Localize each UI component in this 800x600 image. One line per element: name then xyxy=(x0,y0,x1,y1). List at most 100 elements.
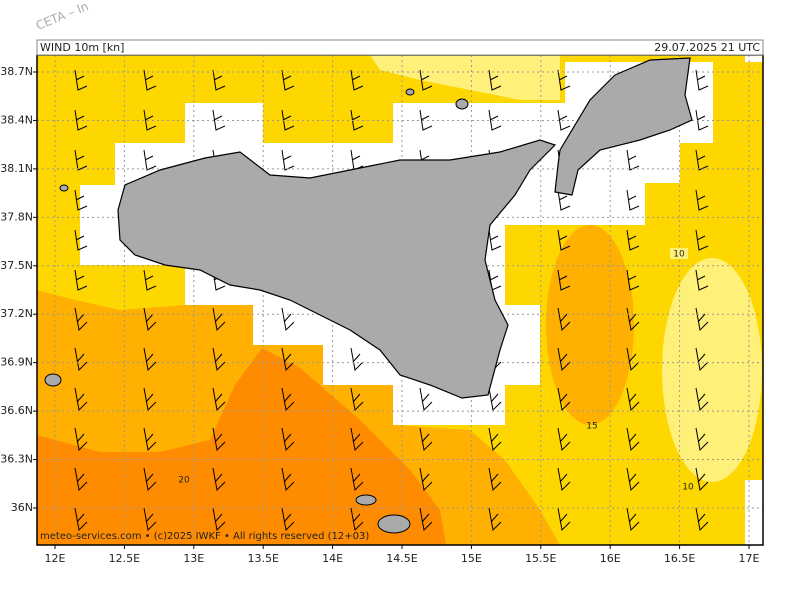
x-tick-label: 12.5E xyxy=(109,552,140,565)
y-tick-label: 38.1N xyxy=(0,162,33,175)
wind-barb xyxy=(557,307,571,332)
wind-barb xyxy=(488,229,502,251)
wind-barb xyxy=(695,69,709,91)
wind-barb xyxy=(143,347,157,372)
wind-barb xyxy=(143,149,157,171)
wind-barb xyxy=(626,229,640,251)
contour-label: 20 xyxy=(178,476,190,486)
wind-barb xyxy=(557,467,571,492)
wind-barb xyxy=(419,427,433,452)
x-tick-label: 16E xyxy=(600,552,621,565)
wind-barb xyxy=(557,387,571,412)
wind-barb xyxy=(74,467,88,492)
wind-barb xyxy=(557,229,571,251)
wind-barb xyxy=(74,189,88,211)
wind-barb xyxy=(557,69,571,91)
wind-barb xyxy=(143,109,157,131)
wind-barb xyxy=(281,387,295,412)
wind-barb xyxy=(143,507,157,532)
x-tick-label: 15.5E xyxy=(525,552,556,565)
x-tick-label: 15E xyxy=(461,552,482,565)
sicily xyxy=(117,139,557,399)
y-tick-label: 36.6N xyxy=(0,404,33,417)
wind-barb xyxy=(626,387,640,412)
wind-barb xyxy=(143,307,157,332)
wind-barb xyxy=(419,387,433,412)
x-tick-label: 16.5E xyxy=(664,552,695,565)
wind-barb xyxy=(350,69,364,91)
y-tick-label: 36N xyxy=(11,501,33,514)
contour-label-bg xyxy=(670,248,688,259)
wind-barb xyxy=(74,307,88,332)
wind-barb xyxy=(350,467,364,492)
wind-barb xyxy=(74,427,88,452)
wind-barb xyxy=(281,109,295,131)
wind-barb xyxy=(281,467,295,492)
wind-barb xyxy=(74,507,88,532)
wind-barb xyxy=(557,427,571,452)
wind-barb xyxy=(626,467,640,492)
wind-barb xyxy=(695,507,709,532)
wind-barb xyxy=(626,507,640,532)
island xyxy=(59,184,69,192)
wind-barb xyxy=(626,427,640,452)
wind-barb xyxy=(350,507,364,532)
wind-barb xyxy=(695,307,709,332)
wind-barb xyxy=(557,189,571,211)
x-tick-label: 14.5E xyxy=(386,552,417,565)
wind-barb xyxy=(488,387,502,412)
wind-barb xyxy=(143,467,157,492)
wind-barb xyxy=(74,149,88,171)
wind-barb xyxy=(557,269,571,291)
island xyxy=(455,98,469,110)
wind-barb xyxy=(350,109,364,131)
field-light xyxy=(662,258,762,482)
y-tick-label: 36.9N xyxy=(0,356,33,369)
wind-barb xyxy=(74,229,88,251)
header-right: 29.07.2025 21 UTC xyxy=(654,41,760,54)
wind-barb xyxy=(212,307,226,332)
wind-barb xyxy=(212,467,226,492)
wind-barb xyxy=(74,109,88,131)
wind-barb xyxy=(143,269,157,291)
wind-barb xyxy=(419,507,433,532)
wind-barb xyxy=(557,347,571,372)
field-dark-orange xyxy=(37,348,446,545)
wind-barb xyxy=(419,109,433,131)
pantelleria xyxy=(44,373,62,387)
wind-barb xyxy=(488,69,502,91)
wind-barb xyxy=(695,189,709,211)
wind-barb xyxy=(350,347,364,372)
y-tick-label: 37.5N xyxy=(0,259,33,272)
wind-barb xyxy=(281,149,295,171)
x-tick-label: 14E xyxy=(322,552,343,565)
wind-barb xyxy=(212,69,226,91)
gozo xyxy=(355,494,377,506)
x-tick-label: 13E xyxy=(183,552,204,565)
wind-barb xyxy=(695,269,709,291)
wind-barb xyxy=(281,427,295,452)
wind-barb xyxy=(557,109,571,131)
wind-barb xyxy=(695,347,709,372)
wind-barb xyxy=(212,347,226,372)
x-tick-label: 13.5E xyxy=(247,552,278,565)
wind-barb xyxy=(143,387,157,412)
wind-barb xyxy=(419,467,433,492)
wind-barb xyxy=(74,347,88,372)
y-tick-label: 38.7N xyxy=(0,65,33,78)
field xyxy=(37,55,763,545)
wind-barb xyxy=(695,149,709,171)
wind-barb xyxy=(212,109,226,131)
calabria xyxy=(554,57,693,196)
wind-barb xyxy=(74,387,88,412)
wind-barb xyxy=(626,189,640,211)
island xyxy=(405,88,415,96)
wind-barb xyxy=(143,69,157,91)
wind-barb xyxy=(350,387,364,412)
contour-label: 10 xyxy=(682,483,694,493)
wind-barb xyxy=(74,69,88,91)
wind-barb xyxy=(212,427,226,452)
y-tick-label: 38.4N xyxy=(0,113,33,126)
wind-barb xyxy=(626,269,640,291)
wind-barb xyxy=(557,507,571,532)
